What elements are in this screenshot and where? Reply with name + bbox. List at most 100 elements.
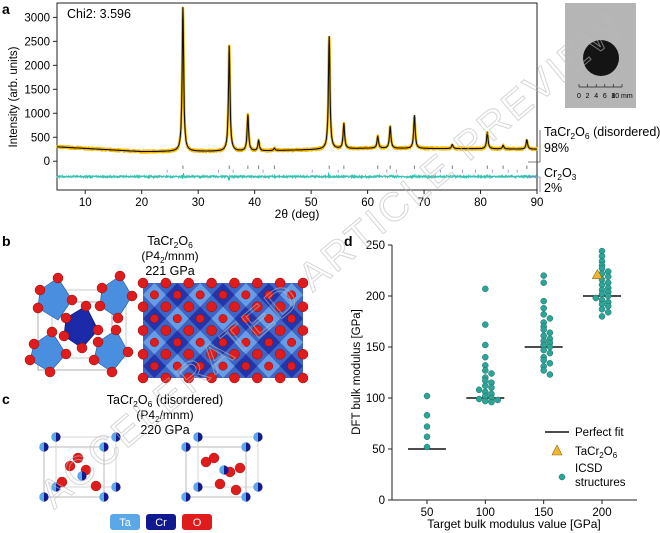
- oxygen-atom: [56, 476, 68, 488]
- legend-perfect-fit: Perfect fit: [575, 427, 624, 439]
- oxygen-atom: [106, 366, 118, 378]
- oxygen-atom: [76, 342, 88, 354]
- panel-c-modulus: 220 GPa: [140, 423, 189, 437]
- oxygen-atom: [66, 294, 78, 306]
- icsd-point: [423, 443, 431, 451]
- oxygen-atom: [137, 372, 149, 384]
- xrd-xtick-label: 60: [361, 197, 374, 209]
- panel-label-d: d: [344, 233, 353, 249]
- oxygen-atom: [264, 361, 274, 371]
- oxygen-atom: [137, 325, 149, 336]
- disordered-cell-left: [39, 432, 121, 502]
- oxygen-atom: [229, 301, 240, 312]
- oxygen-atom: [172, 290, 182, 300]
- oxygen-atom: [90, 480, 102, 492]
- xrd-xtick-label: 70: [418, 197, 431, 209]
- tantalum-atom: [99, 442, 104, 452]
- bulk-xlabel: Target bulk modulus value [GPa]: [427, 517, 600, 531]
- oxygen-atom: [274, 372, 286, 384]
- tantalum-atom: [77, 471, 82, 481]
- bulk-ytick-label: 250: [366, 240, 385, 252]
- oxygen-atom: [60, 348, 72, 360]
- tantalum-atom: [181, 492, 186, 502]
- oxygen-atom: [252, 301, 263, 312]
- oxygen-atom: [195, 314, 205, 324]
- icsd-point: [540, 272, 547, 279]
- oxygen-atom: [160, 349, 172, 360]
- oxygen-atom: [229, 277, 240, 289]
- icsd-point: [475, 395, 483, 403]
- bulk-ytick-label: 200: [366, 291, 385, 303]
- oxygen-atom: [252, 349, 263, 360]
- panel-label-b: b: [2, 233, 11, 249]
- oxygen-atom: [218, 290, 228, 300]
- oxygen-atom: [114, 270, 126, 282]
- bulk-ytick-label: 0: [379, 495, 385, 507]
- tantalum-atom: [181, 442, 186, 452]
- xrd-plot-frame: [56, 2, 538, 191]
- oxygen-atom: [160, 325, 172, 336]
- panel-b-structure: TaCr2O6 (P42/mnm) 221 GPa: [24, 234, 309, 384]
- oxygen-atom: [274, 277, 286, 289]
- phase-leader-line-2: [528, 176, 541, 192]
- icsd-point: [540, 346, 547, 354]
- oxygen-atom: [229, 325, 240, 336]
- chi-label: Chi2: 3.596: [67, 7, 131, 21]
- oxygen-atom: [206, 372, 217, 384]
- atom-legend-swatch: [182, 514, 212, 530]
- oxygen-atom: [137, 349, 149, 360]
- oxygen-atom: [46, 326, 58, 338]
- oxygen-atom: [297, 277, 309, 289]
- oxygen-atom: [264, 290, 274, 300]
- oxygen-atom: [206, 277, 217, 289]
- icsd-point: [546, 360, 554, 367]
- oxygen-atom: [52, 272, 64, 284]
- oxygen-atom: [149, 290, 159, 300]
- oxygen-atom: [32, 302, 44, 314]
- oxygen-atom: [297, 372, 309, 384]
- oxygen-atom: [287, 361, 297, 371]
- oxygen-atom: [172, 361, 182, 371]
- panel-b-spacegroup: (P42/mnm): [141, 249, 198, 265]
- oxygen-atom: [264, 337, 274, 347]
- icsd-point: [482, 341, 489, 349]
- oxygen-atom: [241, 337, 251, 347]
- oxygen-atom: [287, 337, 297, 347]
- legend-tacro: TaCr2O6: [575, 446, 618, 460]
- oxygen-atom: [297, 301, 309, 312]
- bulk-ylabel: DFT bulk modulus [GPa]: [351, 309, 363, 435]
- xrd-xtick-label: 20: [135, 197, 148, 209]
- oxygen-atom: [44, 366, 56, 378]
- oxygen-atom: [252, 372, 263, 384]
- bulk-ytick-label: 150: [366, 342, 385, 354]
- bulk-ytick-label: 50: [372, 444, 385, 456]
- icsd-point: [546, 349, 554, 357]
- legend-icsd-line2: structures: [575, 477, 626, 489]
- oxygen-atom: [24, 354, 36, 366]
- supercell-view: [137, 277, 309, 384]
- icsd-point: [540, 367, 547, 374]
- oxygen-atom: [126, 290, 138, 302]
- icsd-point: [488, 384, 495, 392]
- icsd-point: [540, 326, 547, 333]
- icsd-point: [592, 294, 600, 302]
- oxygen-atom: [160, 301, 172, 312]
- icsd-point: [604, 292, 612, 300]
- oxygen-atom: [234, 462, 246, 474]
- oxygen-atom: [137, 301, 149, 312]
- tantalum-atom: [111, 482, 116, 492]
- oxygen-atom: [274, 301, 286, 312]
- oxygen-atom: [92, 324, 104, 336]
- scale-tick-label: 4: [594, 93, 598, 100]
- oxygen-atom: [297, 325, 309, 336]
- xrd-xtick-label: 30: [192, 197, 205, 209]
- oxygen-atom: [137, 277, 149, 289]
- panel-c-formula: TaCr2O6 (disordered): [107, 393, 223, 409]
- disordered-cell-right: [181, 432, 263, 502]
- oxygen-atom: [206, 325, 217, 336]
- oxygen-atom: [218, 337, 228, 347]
- icsd-point: [604, 309, 612, 316]
- phase2-percent: 2%: [544, 181, 562, 195]
- atom-legend-swatch: [110, 514, 140, 530]
